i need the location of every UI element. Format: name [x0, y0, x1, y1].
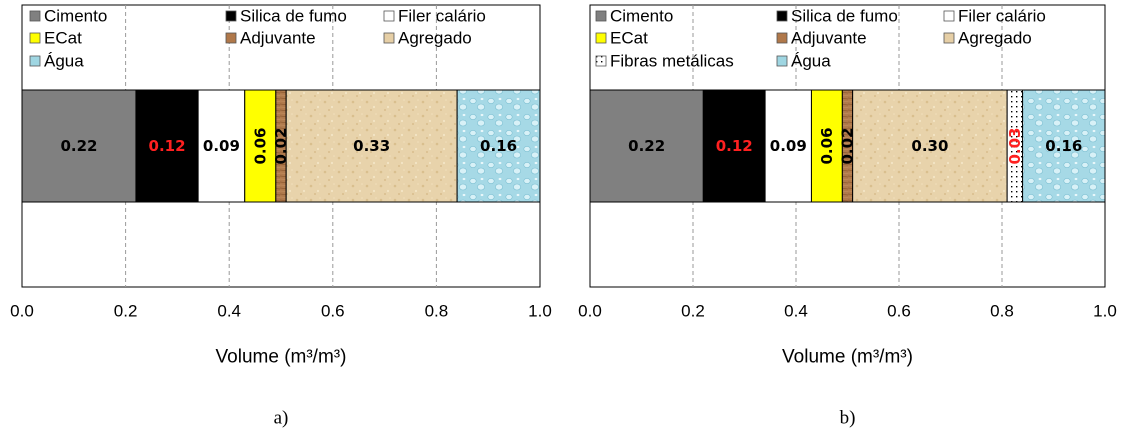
legend-swatch-filer-calario: [383, 10, 395, 22]
data-label-filer-calario: 0.09: [770, 137, 807, 155]
legend-label-agregado: Agregado: [398, 29, 472, 48]
legend-label-silica-de-fumo: Silica de fumo: [791, 7, 898, 26]
legend-label-agua: Água: [791, 52, 831, 71]
data-label-agua: 0.16: [480, 137, 517, 155]
bar-segment-agregado: [852, 89, 1008, 203]
panel-caption: a): [274, 408, 289, 429]
legend-swatch-adjuvante: [776, 32, 788, 44]
bar-segment-agua: [456, 89, 541, 203]
legend-label-adjuvante: Adjuvante: [791, 29, 867, 48]
data-label-silica-de-fumo: 0.12: [716, 137, 753, 155]
x-tick-label: 0.8: [425, 302, 449, 321]
x-tick-label: 0.0: [10, 302, 34, 321]
legend-label-filer-calario: Filer calário: [398, 7, 486, 26]
legend-swatch-agregado: [383, 32, 395, 44]
x-tick-label: 1.0: [1093, 302, 1117, 321]
data-label-agregado: 0.33: [353, 137, 390, 155]
x-tick-label: 0.6: [887, 302, 911, 321]
chart-panel-b: 0.22 0.12 0.09 0.06 0.02 0.30 0.03 0.16 Cimento S…: [578, 4, 1117, 429]
legend-swatch-silica-de-fumo: [776, 10, 788, 22]
data-label-filer-calario: 0.09: [203, 137, 240, 155]
x-tick-label: 0.6: [321, 302, 345, 321]
legend-label-agregado: Agregado: [958, 29, 1032, 48]
legend-swatch-agua: [29, 55, 41, 67]
legend-swatch-agua: [776, 55, 788, 67]
x-axis-label: Volume (m³/m³): [782, 347, 913, 368]
x-axis-label: Volume (m³/m³): [216, 347, 347, 368]
chart-panel-a: 0.22 0.12 0.09 0.06 0.02 0.33 0.16 Cimento Silic…: [10, 4, 552, 429]
bar-segment-agua: [1022, 89, 1106, 203]
data-label-silica-de-fumo: 0.12: [149, 137, 186, 155]
x-tick-label: 0.4: [784, 302, 808, 321]
data-label-fibras-metalicas: 0.03: [1006, 127, 1024, 164]
legend-label-agua: Água: [44, 52, 84, 71]
legend-label-filer-calario: Filer calário: [958, 7, 1046, 26]
data-label-cimento: 0.22: [60, 137, 97, 155]
legend-swatch-cimento: [29, 10, 41, 22]
legend-label-cimento: Cimento: [610, 7, 673, 26]
legend-label-fibras-metalicas: Fibras metálicas: [610, 52, 734, 71]
legend-swatch-agregado: [943, 32, 955, 44]
bar-segment-cimento: [21, 89, 137, 203]
legend-label-cimento: Cimento: [44, 7, 107, 26]
data-label-ecat: 0.06: [251, 127, 269, 164]
legend-label-silica-de-fumo: Silica de fumo: [240, 7, 347, 26]
x-tick-label: 0.0: [578, 302, 602, 321]
data-label-agua: 0.16: [1045, 137, 1082, 155]
x-tick-label: 0.2: [681, 302, 705, 321]
data-label-adjuvante: 0.02: [839, 127, 857, 164]
legend-swatch-silica-de-fumo: [225, 10, 237, 22]
legend-swatch-filer-calario: [943, 10, 955, 22]
legend-swatch-cimento: [595, 10, 607, 22]
data-label-ecat: 0.06: [818, 127, 836, 164]
bar-segment-ecat: [810, 89, 843, 203]
legend-label-adjuvante: Adjuvante: [240, 29, 316, 48]
panel-caption: b): [840, 408, 856, 429]
x-tick-label: 0.2: [114, 302, 138, 321]
bar-segment-cimento: [589, 89, 704, 203]
bar-segment-agregado: [285, 89, 458, 203]
legend-swatch-ecat: [29, 32, 41, 44]
legend-swatch-adjuvante: [225, 32, 237, 44]
legend-swatch-fibras-metalicas: [595, 55, 607, 67]
x-tick-label: 1.0: [528, 302, 552, 321]
x-tick-label: 0.8: [990, 302, 1014, 321]
data-label-agregado: 0.30: [911, 137, 948, 155]
bar-segment-filer-calario: [764, 89, 812, 203]
legend-label-ecat: ECat: [44, 29, 82, 48]
x-tick-label: 0.4: [217, 302, 241, 321]
data-label-cimento: 0.22: [628, 137, 665, 155]
legend-swatch-ecat: [595, 32, 607, 44]
bar-segment-silica-de-fumo: [702, 89, 766, 203]
bar-segment-filer-calario: [197, 89, 246, 203]
legend-label-ecat: ECat: [610, 29, 648, 48]
data-label-adjuvante: 0.02: [272, 127, 290, 164]
bar-segment-ecat: [244, 89, 277, 203]
